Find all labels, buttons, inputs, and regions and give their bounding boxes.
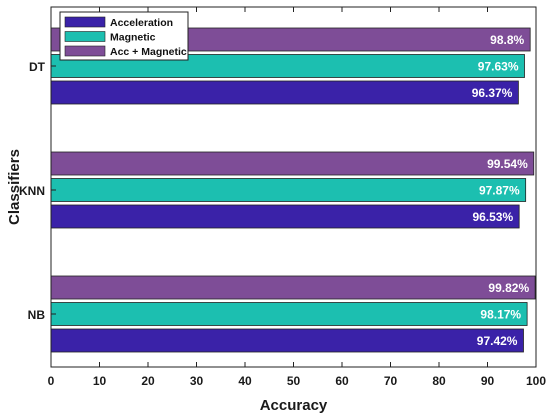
x-tick-label: 100	[526, 374, 546, 388]
y-tick-label-knn: KNN	[19, 184, 45, 198]
legend-label-1: Magnetic	[110, 32, 156, 44]
y-tick-label-dt: DT	[29, 60, 46, 74]
bar-knn-series-1	[50, 178, 527, 202]
legend-swatch-0	[64, 16, 106, 28]
data-label-knn-series-0: 96.53%	[472, 210, 513, 224]
data-label-dt-series-1: 97.63%	[478, 60, 519, 74]
bar-dt-series-0	[50, 80, 519, 105]
y-tick-label-nb: NB	[28, 308, 46, 322]
x-tick-label: 60	[335, 374, 349, 388]
x-tick-label: 90	[481, 374, 495, 388]
bar-knn-series-0	[50, 204, 520, 229]
data-label-dt-series-0: 96.37%	[472, 86, 513, 100]
legend-label-0: Acceleration	[110, 17, 173, 29]
bar-nb-series-0	[50, 328, 524, 353]
data-label-knn-series-2: 99.54%	[487, 157, 528, 171]
legend-label-2: Acc + Magnetic	[110, 46, 187, 58]
x-axis-title: Accuracy	[260, 397, 328, 414]
bar-nb-series-2	[50, 275, 536, 300]
data-label-knn-series-1: 97.87%	[479, 184, 520, 198]
x-tick-label: 10	[93, 374, 107, 388]
axis-ticks: DT KNN NB 0 10 20 30 40 50 60 70 80 90 100	[19, 7, 546, 388]
data-label-nb-series-1: 98.17%	[480, 308, 521, 322]
bars-layer	[50, 27, 536, 353]
legend-swatch-1	[64, 31, 106, 42]
x-tick-label: 30	[190, 374, 204, 388]
bar-knn-series-2	[50, 151, 535, 176]
data-label-dt-series-2: 98.8%	[490, 33, 524, 47]
data-label-nb-series-0: 97.42%	[477, 334, 518, 348]
x-tick-label: 70	[384, 374, 398, 388]
x-tick-label: 0	[48, 374, 55, 388]
data-label-nb-series-2: 99.82%	[488, 281, 529, 295]
legend: Acceleration Magnetic Acc + Magnetic	[59, 11, 189, 61]
bar-nb-series-1	[50, 302, 528, 326]
data-labels: 96.37% 97.63% 98.8% 96.53% 97.87% 99.54% 97.42…	[472, 33, 530, 348]
x-tick-label: 40	[238, 374, 252, 388]
x-tick-label: 50	[287, 374, 301, 388]
y-axis-title: Classifiers	[6, 149, 23, 225]
x-tick-label: 80	[432, 374, 446, 388]
legend-swatch-2	[64, 45, 106, 57]
x-tick-label: 20	[141, 374, 155, 388]
